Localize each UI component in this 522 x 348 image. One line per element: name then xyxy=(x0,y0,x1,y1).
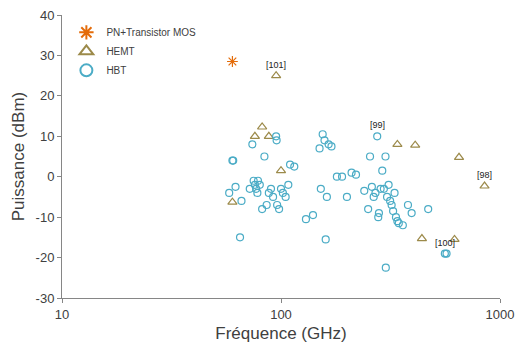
svg-text:100: 100 xyxy=(270,307,292,322)
svg-text:10: 10 xyxy=(40,129,54,144)
svg-text:Fréquence (GHz): Fréquence (GHz) xyxy=(215,324,346,343)
svg-text:0: 0 xyxy=(47,169,54,184)
svg-text:HEMT: HEMT xyxy=(106,46,134,57)
svg-text:20: 20 xyxy=(40,88,54,103)
svg-text:-10: -10 xyxy=(36,210,55,225)
svg-text:[99]: [99] xyxy=(370,120,385,130)
svg-text:40: 40 xyxy=(40,8,54,23)
svg-text:[100]: [100] xyxy=(435,238,455,248)
svg-text:-30: -30 xyxy=(36,291,55,306)
svg-text:PN+Transistor MOS: PN+Transistor MOS xyxy=(106,27,196,38)
svg-text:-20: -20 xyxy=(36,250,55,265)
svg-text:1000: 1000 xyxy=(486,307,515,322)
svg-text:[98]: [98] xyxy=(477,170,492,180)
svg-text:[101]: [101] xyxy=(266,60,286,70)
svg-text:30: 30 xyxy=(40,48,54,63)
svg-text:Puissance (dBm): Puissance (dBm) xyxy=(9,92,28,221)
svg-text:10: 10 xyxy=(55,307,69,322)
svg-text:HBT: HBT xyxy=(106,65,126,76)
